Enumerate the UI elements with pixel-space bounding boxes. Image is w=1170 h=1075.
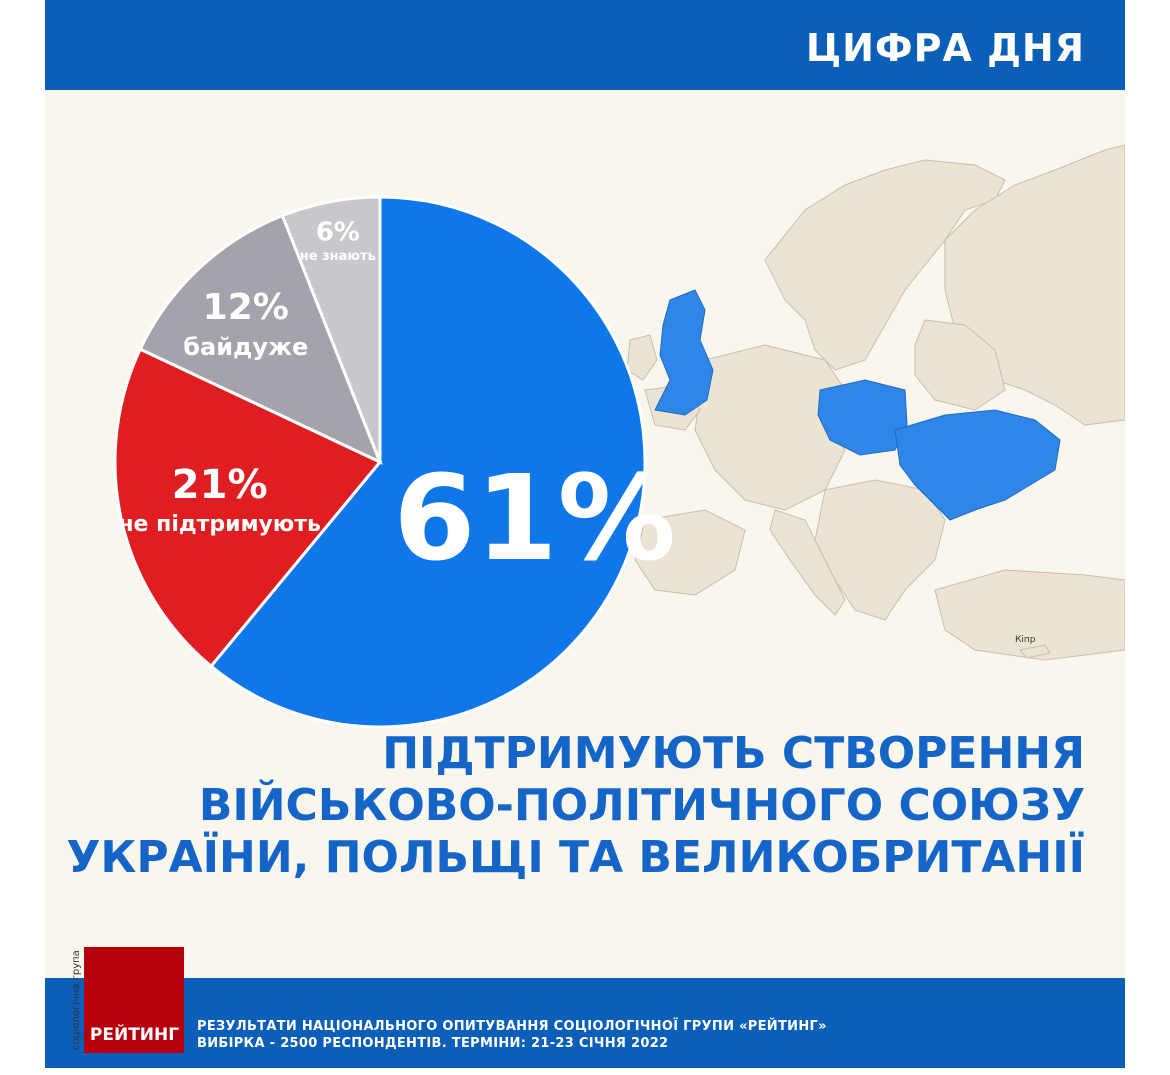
map-iberia bbox=[634, 509, 746, 596]
map-italy bbox=[769, 509, 846, 616]
map-ukraine bbox=[894, 409, 1061, 521]
pie-slice bbox=[113, 347, 383, 669]
footer-line-2: ВИБІРКА - 2500 РЕСПОНДЕНТІВ. ТЕРМІНИ: 21… bbox=[197, 1036, 669, 1051]
logo-box bbox=[84, 947, 184, 1053]
infographic-card: ЦИФРА ДНЯ bbox=[45, 0, 1125, 1068]
pie-slice bbox=[208, 195, 647, 729]
europe-map: Кіпр bbox=[626, 144, 1125, 661]
map-turkey bbox=[934, 569, 1125, 661]
map-poland bbox=[817, 379, 908, 456]
headline-line-3: УКРАЇНИ, ПОЛЬЩІ ТА ВЕЛИКОБРИТАНІЇ bbox=[66, 832, 1085, 883]
slice-value-label: 61% bbox=[393, 449, 675, 587]
map-baltics bbox=[914, 319, 1006, 411]
map-central-europe bbox=[694, 344, 846, 511]
headline-line-1: ПІДТРИМУЮТЬ СТВОРЕННЯ bbox=[382, 728, 1085, 779]
cyprus-label: Кіпр bbox=[1015, 635, 1036, 645]
map-uk bbox=[654, 289, 714, 416]
slice-category-label: байдуже bbox=[183, 333, 308, 361]
header-bar: ЦИФРА ДНЯ bbox=[45, 0, 1125, 90]
pie-slice bbox=[138, 213, 383, 465]
pie-chart: 61% 21% не підтримують 12% байдуже 6%не знают… bbox=[113, 195, 676, 729]
footer-text: РЕЗУЛЬТАТИ НАЦІОНАЛЬНОГО ОПИТУВАННЯ СОЦІ… bbox=[197, 1018, 827, 1052]
logo-word: РЕЙТИНГ bbox=[89, 1025, 180, 1045]
headline-line-2: ВІЙСЬКОВО-ПОЛІТИЧНОГО СОЮЗУ bbox=[198, 780, 1085, 831]
pie-slice bbox=[280, 195, 382, 463]
logo-vertical-text: соціологічна група bbox=[71, 950, 82, 1050]
slice-category-label: не знають bbox=[300, 249, 376, 264]
header-title: ЦИФРА ДНЯ bbox=[805, 26, 1085, 70]
map-cyprus bbox=[1019, 644, 1051, 659]
slice-value-label: 21% bbox=[172, 462, 268, 508]
slice-value-label: 6% bbox=[316, 218, 360, 248]
headline: ПІДТРИМУЮТЬ СТВОРЕННЯ ВІЙСЬКОВО-ПОЛІТИЧН… bbox=[66, 728, 1085, 884]
slice-value-label: 12% bbox=[203, 287, 289, 328]
footer-bar bbox=[45, 978, 1125, 1068]
footer-line-1: РЕЗУЛЬТАТИ НАЦІОНАЛЬНОГО ОПИТУВАННЯ СОЦІ… bbox=[197, 1019, 827, 1034]
slice-category-label: не підтримують bbox=[118, 512, 321, 537]
